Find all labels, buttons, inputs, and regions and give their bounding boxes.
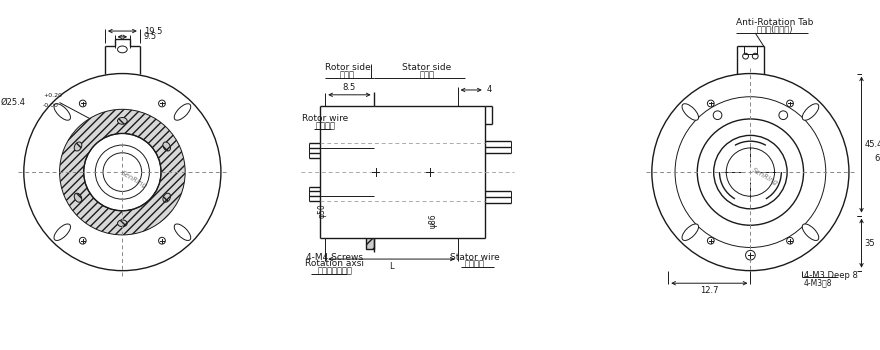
Text: SenRing: SenRing <box>120 170 148 190</box>
Text: Rotor wire: Rotor wire <box>302 114 348 124</box>
Text: 止转片(可调节): 止转片(可调节) <box>756 25 793 34</box>
Text: 定子边: 定子边 <box>419 70 434 79</box>
Text: +0.20: +0.20 <box>43 93 62 98</box>
Text: 4-M3深8: 4-M3深8 <box>803 278 832 287</box>
Ellipse shape <box>803 104 818 120</box>
Ellipse shape <box>74 142 82 151</box>
Ellipse shape <box>803 224 818 240</box>
Ellipse shape <box>163 142 171 151</box>
Text: 定子出线: 定子出线 <box>465 259 485 268</box>
Text: 转子出线: 转子出线 <box>315 121 335 130</box>
Text: 4-M3 Deep 8: 4-M3 Deep 8 <box>803 271 857 280</box>
Ellipse shape <box>163 193 171 202</box>
Text: 4-M4 Screws: 4-M4 Screws <box>306 253 363 262</box>
Text: L: L <box>389 262 393 271</box>
Text: 35: 35 <box>864 239 875 247</box>
Text: -0.00: -0.00 <box>43 103 59 107</box>
Ellipse shape <box>74 193 82 202</box>
Text: Rotor side: Rotor side <box>325 63 370 72</box>
Ellipse shape <box>118 46 128 53</box>
Text: Rotation axsi: Rotation axsi <box>305 259 364 268</box>
Text: 45.4: 45.4 <box>864 140 880 149</box>
Ellipse shape <box>118 220 128 227</box>
Text: 19.5: 19.5 <box>143 27 162 36</box>
Text: Ø25.4: Ø25.4 <box>1 98 26 107</box>
Ellipse shape <box>54 224 70 240</box>
Text: 转子边: 转子边 <box>340 70 355 79</box>
Text: 9.5: 9.5 <box>143 32 157 41</box>
Text: 4: 4 <box>487 85 492 94</box>
Text: 61: 61 <box>874 154 880 163</box>
Text: 12.7: 12.7 <box>700 286 719 295</box>
Text: φ50: φ50 <box>318 203 326 218</box>
Ellipse shape <box>118 118 128 124</box>
Ellipse shape <box>682 104 699 120</box>
Text: Stator wire: Stator wire <box>451 253 500 262</box>
Text: 8.5: 8.5 <box>343 83 356 92</box>
Text: SenRing: SenRing <box>751 167 779 187</box>
Bar <box>366 238 374 250</box>
Text: Anti-Rotation Tab: Anti-Rotation Tab <box>736 18 813 27</box>
Ellipse shape <box>174 224 191 240</box>
Ellipse shape <box>174 104 191 120</box>
Text: ψ86: ψ86 <box>429 213 438 228</box>
Ellipse shape <box>682 224 699 240</box>
Ellipse shape <box>54 104 70 120</box>
Text: Stator side: Stator side <box>402 63 451 72</box>
Text: 转子螺钉固定孔: 转子螺钉固定孔 <box>318 266 352 275</box>
